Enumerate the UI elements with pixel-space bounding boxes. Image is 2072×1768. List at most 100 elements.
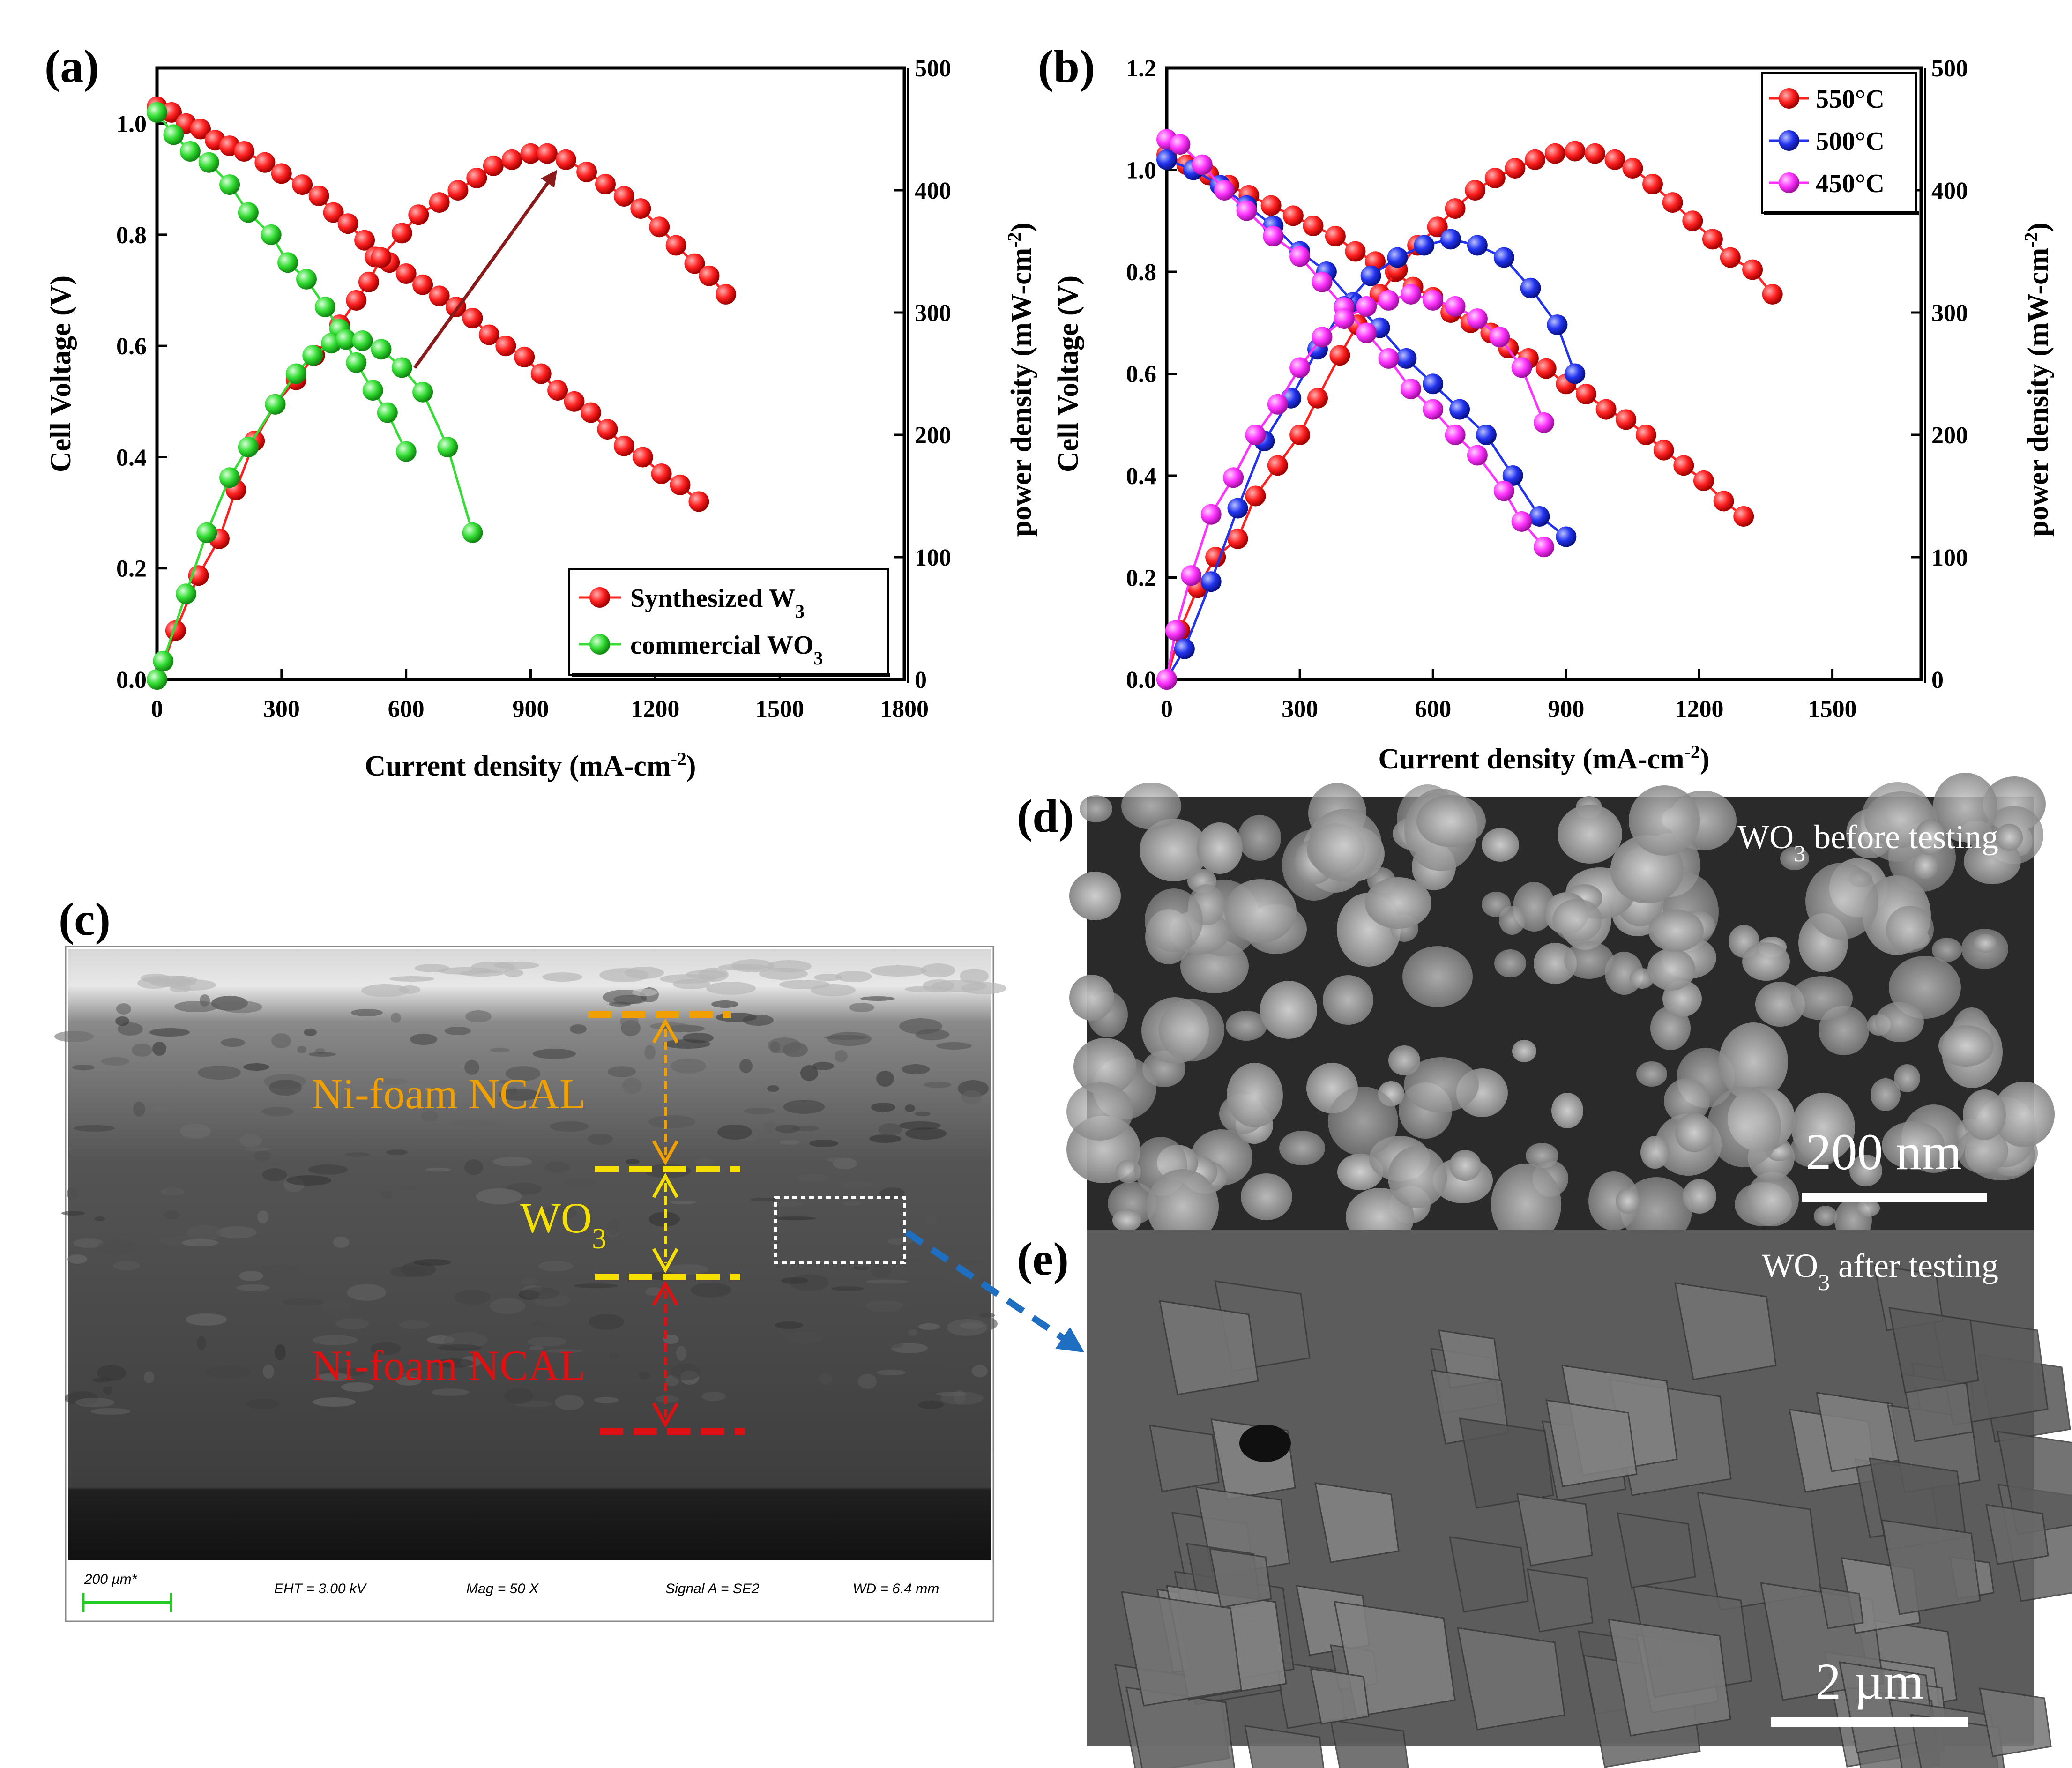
sem-d-particle xyxy=(1996,824,2023,851)
chart-b-data-point xyxy=(1267,455,1288,476)
chart-b-series-line-1 xyxy=(1165,149,1774,680)
chart-b-data-point xyxy=(1223,467,1244,488)
sem-c-top-grain xyxy=(961,982,1006,994)
sem-before-testing: (d) WO3 before testing 200 nm xyxy=(1017,773,2055,1246)
sem-c-eht: EHT = 3.00 kV xyxy=(274,1581,367,1596)
chart-a-data-point xyxy=(391,223,412,244)
sem-c-grain xyxy=(770,1041,780,1053)
sem-e-grain xyxy=(1209,1548,1272,1608)
chart-b-data-point xyxy=(1535,358,1557,379)
sem-c-grain xyxy=(144,1371,154,1383)
sem-d-particle xyxy=(1147,1169,1219,1244)
sem-c-grain xyxy=(781,1277,808,1284)
chart-b-data-point xyxy=(1378,348,1399,369)
chart-b-y2tick-label: 400 xyxy=(1931,178,1968,204)
sem-d-particle xyxy=(1791,976,1853,1020)
sem-d-particle xyxy=(1404,1057,1479,1112)
chart-a-data-point xyxy=(630,198,651,219)
layer-label-top: Ni-foam NCAL xyxy=(312,1070,586,1118)
chart-b-series xyxy=(1156,129,1783,690)
chart-b-data-point xyxy=(1476,425,1497,445)
sem-e-grain xyxy=(1545,1399,1638,1487)
chart-a-data-point xyxy=(483,155,504,176)
sem-c-grain xyxy=(871,1103,895,1112)
sem-c-grain xyxy=(538,1261,573,1271)
sem-e-grain xyxy=(1527,1568,1594,1633)
sem-d-particle xyxy=(1875,1002,1924,1042)
chart-a-data-point xyxy=(429,192,450,213)
sem-d-particle xyxy=(1224,879,1297,943)
sem-c-grain xyxy=(182,1239,218,1246)
legend-label-500: 500°C xyxy=(1816,127,1885,156)
sem-c-grain xyxy=(499,1089,540,1101)
sem-c-grain xyxy=(924,1215,937,1225)
chart-b-data-point xyxy=(1493,480,1514,501)
sem-c-grain xyxy=(609,1352,618,1360)
chart-a-xtick-label: 600 xyxy=(388,696,425,723)
sem-d-particle xyxy=(1558,805,1622,864)
chart-a-data-point xyxy=(649,216,670,238)
chart-a-data-point xyxy=(238,202,259,223)
chart-a-data-point xyxy=(190,119,211,140)
sem-d-particle xyxy=(1886,906,1934,953)
chart-a-data-point xyxy=(395,441,417,462)
sem-d-particle xyxy=(1664,1078,1710,1123)
sem-c-grain xyxy=(783,1100,825,1114)
sem-c-grain xyxy=(239,1271,263,1281)
chart-a-data-point xyxy=(277,252,298,273)
sem-e-grain xyxy=(1149,1425,1220,1492)
sem-c-grain xyxy=(772,1201,803,1207)
sem-c-grain xyxy=(695,1158,714,1166)
chart-a-data-point xyxy=(429,285,450,306)
sem-c-grain xyxy=(936,1392,966,1396)
chart-b-y2tick-label: 0 xyxy=(1931,667,1944,694)
chart-b-data-point xyxy=(1245,425,1266,445)
sem-d-particle xyxy=(1805,863,1878,940)
sem-c-top-grain xyxy=(673,979,710,989)
chart-b-data-point xyxy=(1334,308,1355,329)
sem-c-grain xyxy=(570,1024,587,1034)
sem-c-grain xyxy=(54,1031,94,1042)
sem-c-grain xyxy=(779,1140,800,1145)
sem-e-caption: WO3 after testing xyxy=(1762,1247,1998,1295)
sem-c-grain xyxy=(588,1134,613,1145)
sem-c-grain xyxy=(876,1071,894,1087)
chart-a-data-point xyxy=(665,235,686,256)
chart-a-xtick-label: 1800 xyxy=(880,696,929,723)
legend-marker-commercial xyxy=(589,634,610,655)
sem-c-grain xyxy=(244,1147,271,1151)
sem-d-particle xyxy=(1871,1078,1901,1111)
chart-b-y2tick-label: 200 xyxy=(1931,422,1968,449)
sem-d-particle xyxy=(1066,1082,1133,1141)
sem-c-grain xyxy=(775,1125,800,1133)
sem-c-grain xyxy=(924,1082,951,1088)
chart-b-data-point xyxy=(1289,357,1311,378)
chart-a-data-point xyxy=(308,185,329,206)
chart-b-data-point xyxy=(1289,246,1311,267)
chart-a-data-point xyxy=(219,174,240,195)
sem-c-grain xyxy=(918,1323,940,1330)
sem-c-grain xyxy=(297,1046,306,1053)
chart-a-data-point xyxy=(165,620,186,641)
chart-a-data-point xyxy=(196,522,217,543)
chart-a-data-point xyxy=(408,204,429,225)
sem-c-grain xyxy=(663,1335,679,1344)
sem-c-grain xyxy=(905,1127,947,1140)
chart-a-data-point xyxy=(147,102,167,123)
sem-c-grain xyxy=(421,1111,438,1122)
sem-c-grain xyxy=(521,1287,559,1299)
chart-a-data-point xyxy=(462,522,483,543)
sem-c-grain xyxy=(351,1009,383,1016)
sem-c-grain xyxy=(550,1121,589,1132)
sem-after-testing: (e) WO3 after testing 2 µm xyxy=(1017,1230,2072,1768)
chart-a-data-point xyxy=(581,402,601,423)
chart-b-data-point xyxy=(1449,399,1470,420)
chart-a-data-point xyxy=(495,336,516,357)
sem-e-pore xyxy=(1239,1425,1291,1462)
sem-d-particle xyxy=(1551,1093,1583,1128)
sem-c-grain xyxy=(531,1320,547,1326)
sem-d-particle xyxy=(1856,1199,1880,1217)
sem-c-grain xyxy=(309,1052,336,1057)
sem-e-grain xyxy=(1457,1627,1565,1731)
sem-c-grain xyxy=(399,1373,417,1376)
